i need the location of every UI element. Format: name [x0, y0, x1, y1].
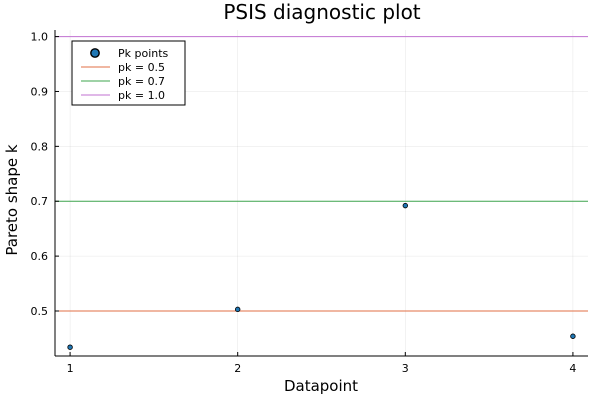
scatter-point	[67, 344, 73, 350]
y-tick-label: 0.9	[31, 85, 49, 98]
y-axis-label: Pareto shape k	[3, 144, 21, 255]
y-tick-label: 0.7	[31, 195, 49, 208]
y-tick-label: 0.8	[31, 140, 49, 153]
legend-label: pk = 0.5	[118, 61, 165, 74]
y-tick-label: 0.5	[31, 305, 49, 318]
axes	[54, 30, 588, 357]
legend-label: pk = 1.0	[118, 89, 165, 102]
legend-label: Pk points	[118, 47, 169, 60]
y-tick-label: 0.6	[31, 250, 49, 263]
chart-title: PSIS diagnostic plot	[223, 0, 420, 24]
x-tick-label: 1	[67, 362, 74, 375]
scatter-point	[570, 333, 576, 339]
x-tick-label: 3	[402, 362, 409, 375]
scatter-point	[402, 202, 409, 209]
x-axis-label: Datapoint	[284, 377, 358, 395]
scatter-point	[234, 306, 241, 313]
x-tick-label: 4	[569, 362, 576, 375]
x-tick-label: 2	[234, 362, 241, 375]
data-points	[67, 202, 576, 350]
tick-labels: 1 2 3 4 0.5 0.6 0.7 0.8 0.9 1.0	[31, 31, 577, 375]
legend-marker	[90, 48, 100, 58]
reference-lines	[55, 36, 588, 312]
y-tick-label: 1.0	[31, 31, 49, 44]
legend-label: pk = 0.7	[118, 75, 165, 88]
